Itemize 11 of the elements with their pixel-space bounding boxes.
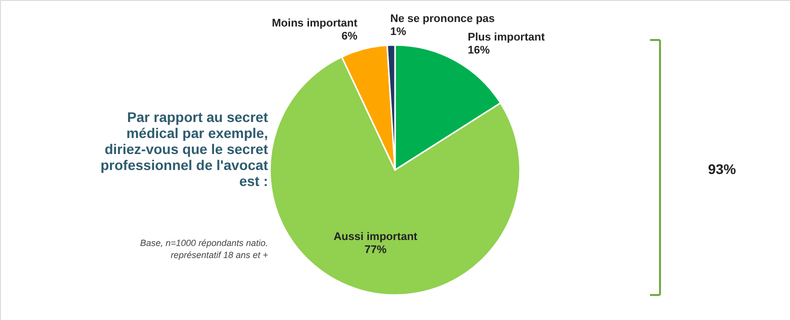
slice-label: Plus important [468, 32, 546, 44]
data-label: 1% [390, 26, 406, 38]
data-label: 77% [364, 244, 387, 256]
data-label: 6% [342, 30, 358, 43]
data-label: 16% [468, 44, 490, 57]
slice-label: Aussi important [334, 231, 418, 244]
slice-label: Ne se prononce pas [390, 13, 495, 26]
text: Par rapport au secret médical par exemple, diriez-vous que le secret professionnel de l'avocat est : [100, 109, 268, 189]
slice-label: Moins important [272, 18, 358, 30]
text: Base, n=1000 répondants natio. représentatif 18 ans et + [140, 238, 268, 260]
text: 93% [708, 161, 737, 177]
